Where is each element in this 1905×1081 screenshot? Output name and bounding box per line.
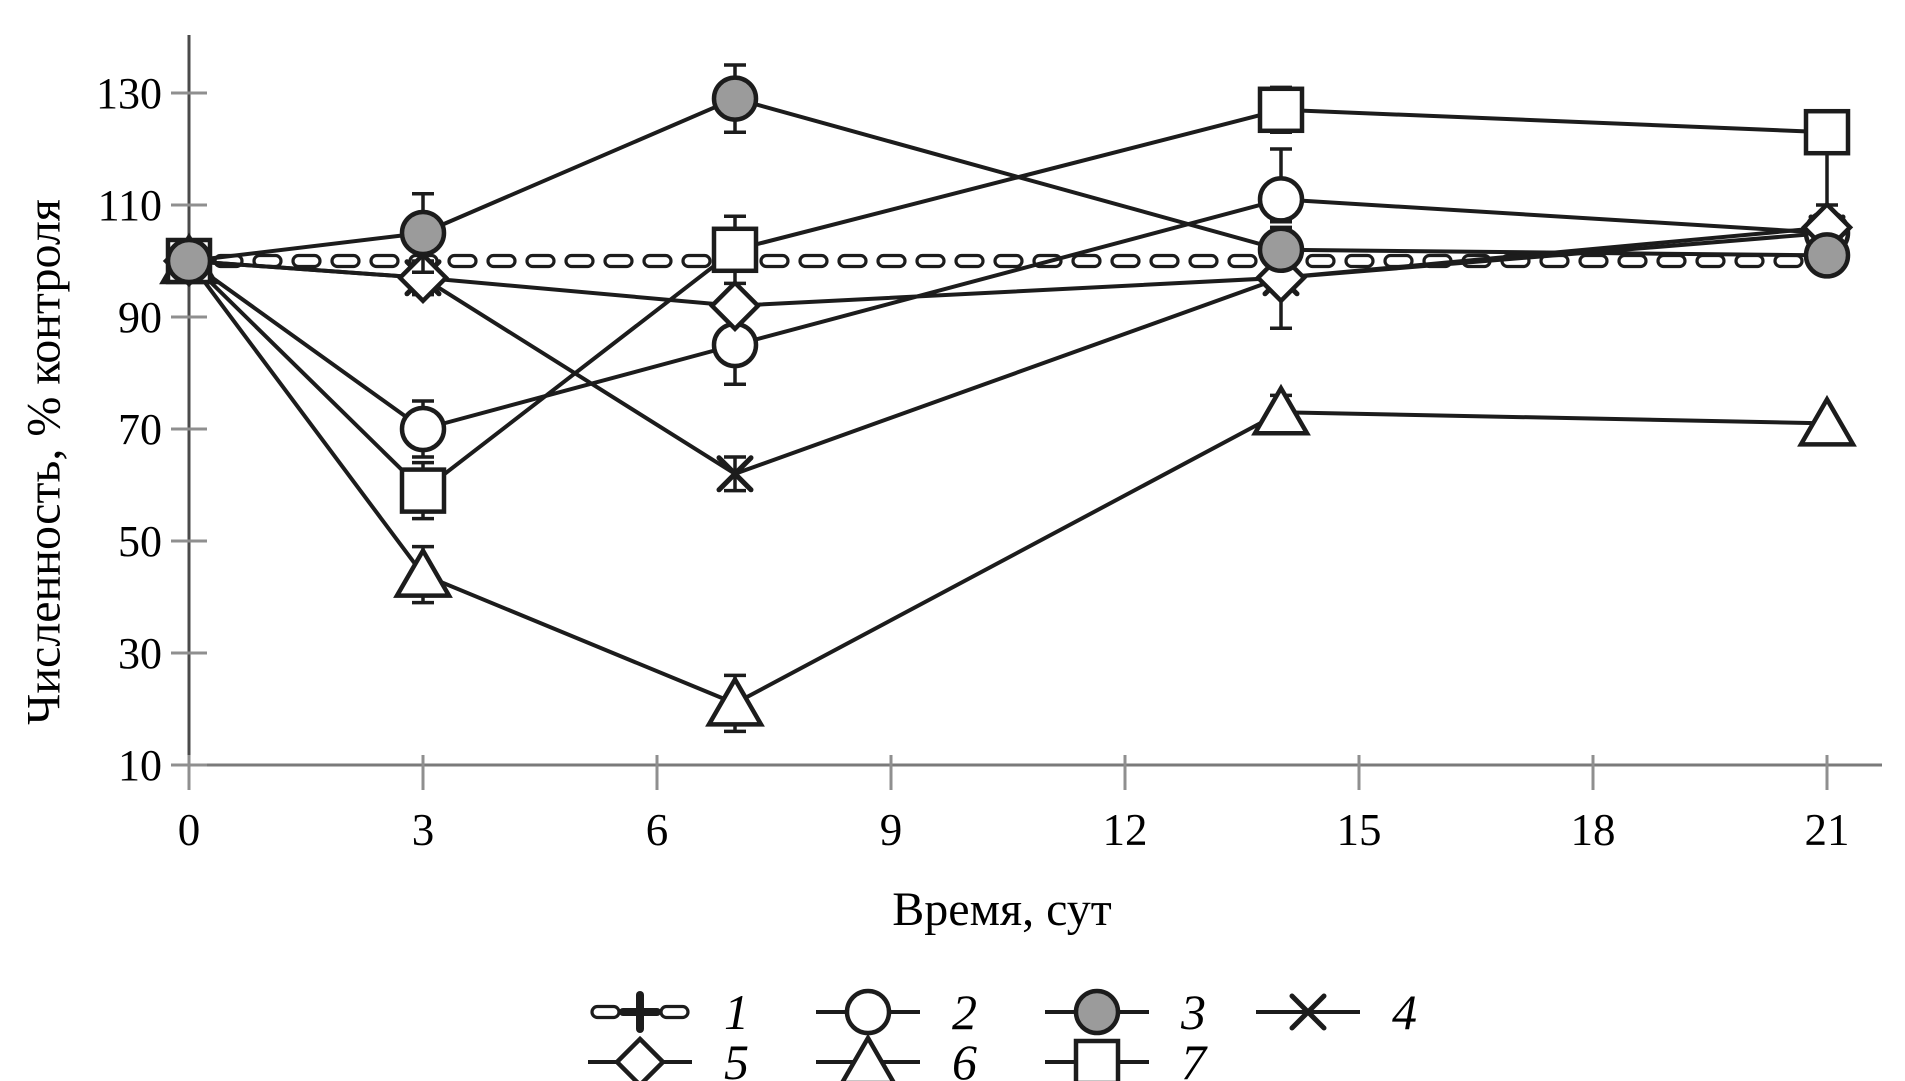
legend-triangle-icon: [840, 1033, 896, 1081]
legend-label: 6: [952, 1034, 977, 1081]
control-dash: [1578, 253, 1609, 269]
series-3-marker: [1257, 226, 1305, 274]
x-tick-label: 9: [880, 805, 903, 855]
control-dash: [1071, 253, 1102, 269]
series-6-marker: [1797, 394, 1857, 447]
control-dash: [1773, 253, 1804, 269]
series-2-marker: [1257, 176, 1305, 223]
legend-label: 4: [1392, 984, 1417, 1040]
control-dash: [876, 253, 907, 269]
series-5-marker: [396, 251, 450, 304]
y-tick-label: 90: [118, 293, 162, 342]
control-dash: [1188, 253, 1219, 269]
series-6-marker: [393, 546, 453, 598]
x-tick-label: 18: [1571, 805, 1616, 855]
x-tick-label: 3: [412, 805, 435, 855]
legend-label: 1: [724, 984, 749, 1040]
legend-item-5: 5: [588, 1034, 749, 1081]
series-7: [165, 85, 1851, 521]
axes: 130 110 90 70 50 30 10 0 3 6 9 12 15 18 21: [96, 35, 1882, 855]
x-tick-label: 21: [1805, 805, 1850, 855]
series-3: [165, 63, 1851, 285]
legend-item-2: 2: [816, 984, 977, 1040]
y-tick-label: 30: [118, 629, 162, 678]
legend-label: 7: [1181, 1034, 1208, 1081]
series-7-marker: [1257, 86, 1305, 134]
y-tick-label: 70: [118, 405, 162, 454]
control-dash: [798, 253, 829, 269]
legend-dash: [590, 1004, 621, 1020]
legend-label: 5: [724, 1034, 749, 1081]
control-dash: [837, 253, 868, 269]
legend-label: 2: [952, 984, 977, 1040]
control-dash: [369, 253, 400, 269]
series-6-marker: [1251, 383, 1311, 436]
control-dash: [291, 253, 322, 269]
series-6-marker: [705, 674, 765, 727]
legend-item-3: 3: [1045, 984, 1206, 1040]
series-7-marker: [1803, 108, 1851, 156]
control-dash: [954, 253, 985, 269]
legend-xstar-icon: [1289, 993, 1327, 1031]
series-3-marker: [1803, 232, 1851, 279]
legend-diamond-icon: [613, 1035, 667, 1081]
legend-label: 3: [1180, 984, 1206, 1040]
control-dash: [1149, 253, 1180, 269]
control-dash: [564, 253, 595, 269]
y-tick-label: 110: [98, 181, 162, 230]
series-3-marker: [399, 209, 447, 257]
control-dash: [1305, 253, 1336, 269]
legend-item-7: 7: [1045, 1034, 1208, 1081]
series-7-marker: [711, 226, 759, 274]
series-3-marker: [711, 75, 759, 122]
x-tick-label: 6: [646, 805, 669, 855]
control-dash: [330, 253, 361, 269]
control-dash: [759, 253, 790, 269]
x-axis-title: Время, сут: [892, 883, 1112, 936]
y-axis-title: Численность, % контроля: [17, 199, 71, 725]
legend-circle-icon: [844, 988, 892, 1036]
x-tick-label: 0: [178, 805, 201, 855]
series-7-marker: [399, 467, 447, 514]
legend-square-icon: [1073, 1038, 1121, 1081]
legend-circle-icon: [1073, 988, 1121, 1036]
control-dash: [915, 253, 946, 269]
y-tick-label: 10: [118, 741, 162, 790]
control-dash: [642, 253, 673, 269]
control-dash: [1617, 253, 1648, 269]
control-dash: [486, 253, 517, 269]
y-tick-label: 50: [118, 517, 162, 566]
control-dash: [1344, 253, 1375, 269]
series-5-marker: [1254, 251, 1308, 304]
series-2-marker: [399, 405, 447, 453]
control-dash: [603, 253, 634, 269]
series-3-marker: [165, 237, 213, 285]
y-tick-label: 130: [96, 69, 162, 118]
x-tick-label: 15: [1337, 805, 1382, 855]
control-dash: [1695, 253, 1726, 269]
control-dash: [1110, 253, 1141, 269]
legend-dash: [659, 1004, 690, 1020]
series-4-marker: [716, 455, 754, 493]
legend-item-1: 1: [590, 984, 749, 1040]
control-dash: [447, 253, 478, 269]
x-tick-label: 12: [1103, 805, 1148, 855]
control-dash: [1227, 253, 1258, 269]
control-dash: [993, 253, 1024, 269]
series-5-marker: [708, 279, 762, 332]
control-dash: [681, 253, 712, 269]
control-dash: [1656, 253, 1687, 269]
legend-item-6: 6: [816, 1033, 977, 1081]
legend-item-4: 4: [1256, 984, 1417, 1040]
control-dash: [525, 253, 556, 269]
control-dash: [1734, 253, 1765, 269]
